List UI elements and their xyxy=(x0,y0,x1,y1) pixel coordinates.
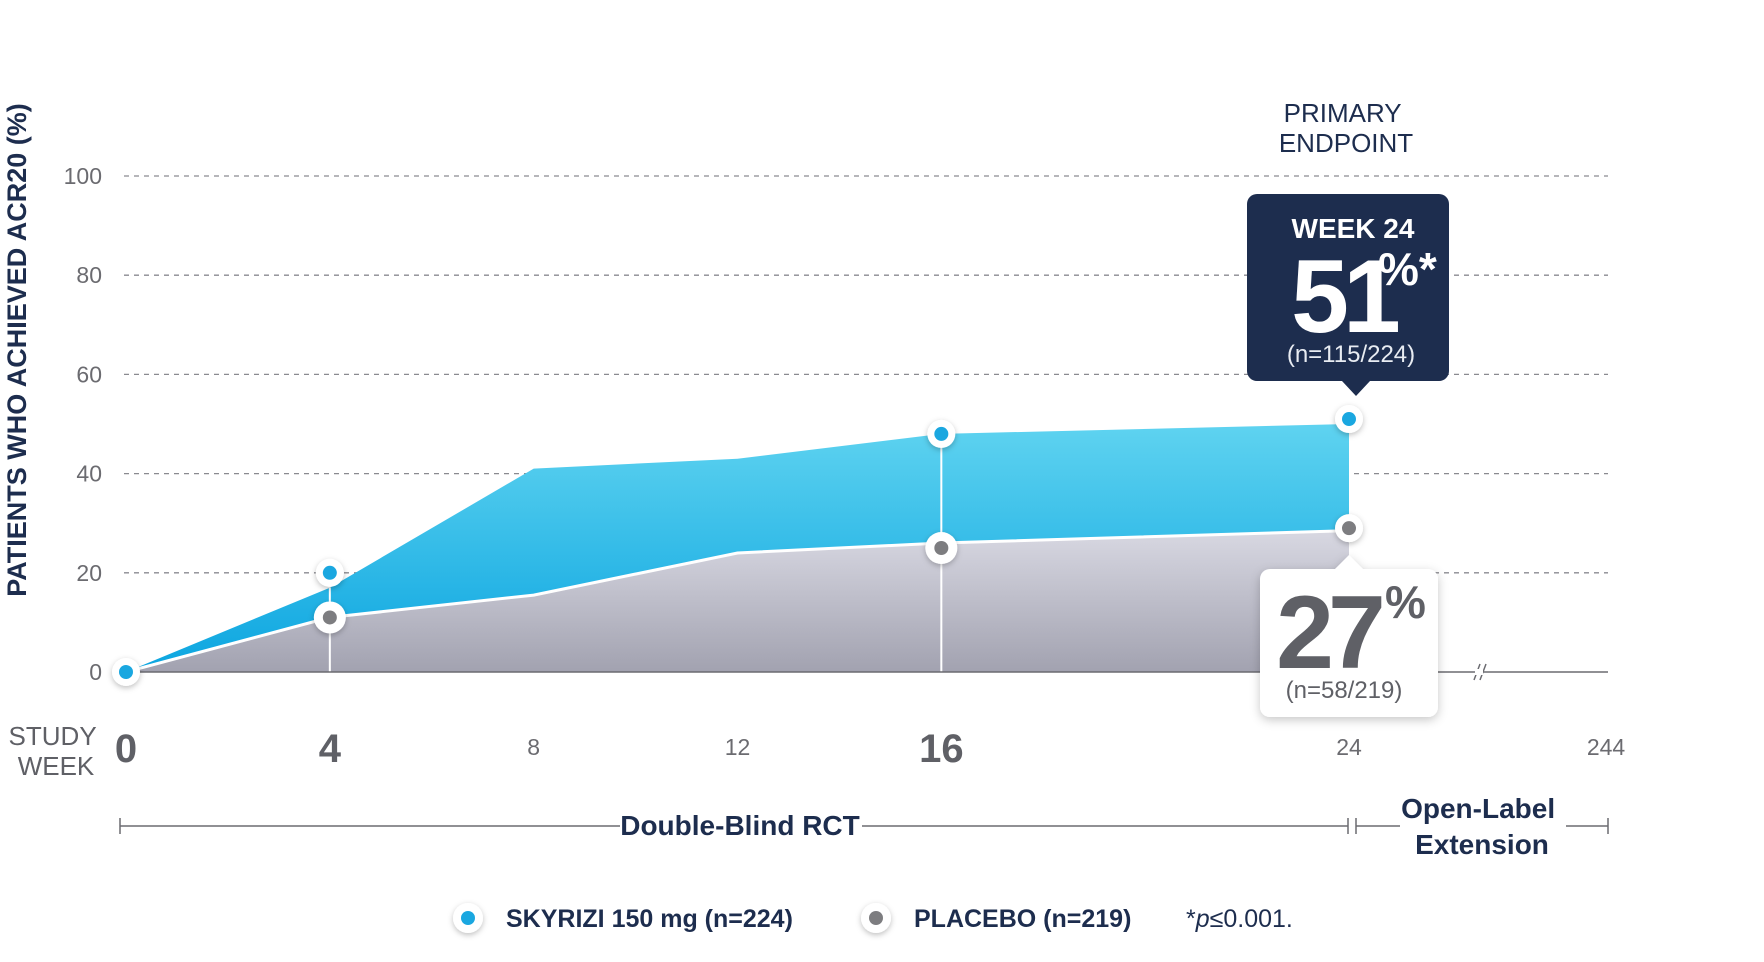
skyrizi-marker-week-16 xyxy=(934,426,949,441)
x-axis-label: STUDY WEEK xyxy=(9,721,104,781)
line-placebo-edge xyxy=(125,529,1350,674)
placebo-callout-suffix: % xyxy=(1385,576,1426,628)
skyrizi-callout-suffix: %* xyxy=(1378,243,1437,295)
legend-dot-placebo xyxy=(869,911,883,925)
placebo-marker-week-4 xyxy=(322,610,337,625)
y-tick-0: 0 xyxy=(89,659,102,685)
legend: SKYRIZI 150 mg (n=224) PLACEBO (n=219) *… xyxy=(453,903,1293,933)
placebo-marker-week-16 xyxy=(934,541,949,555)
x-tick-0: 0 xyxy=(115,727,137,771)
phase-double-blind: Double-Blind RCT xyxy=(620,810,860,841)
x-tick-4: 4 xyxy=(319,727,342,771)
placebo-callout: 27 % (n=58/219) xyxy=(1260,555,1438,717)
y-tick-80: 80 xyxy=(76,262,102,288)
legend-item-placebo: PLACEBO (n=219) xyxy=(861,903,1131,933)
y-axis-label: PATIENTS WHO ACHIEVED ACR20 (%) xyxy=(2,103,32,597)
y-axis-ticks: 0 20 40 60 80 100 xyxy=(64,163,102,685)
x-tick-244: 244 xyxy=(1587,734,1626,760)
skyrizi-callout: WEEK 24 51 %* (n=115/224) xyxy=(1247,194,1449,396)
skyrizi-callout-week: WEEK 24 xyxy=(1292,213,1415,244)
skyrizi-callout-n: (n=115/224) xyxy=(1287,341,1415,368)
area-placebo xyxy=(126,530,1349,672)
x-tick-8: 8 xyxy=(527,734,540,760)
x-tick-12: 12 xyxy=(725,734,751,760)
skyrizi-callout-value: 51 xyxy=(1291,239,1398,355)
y-tick-60: 60 xyxy=(76,361,102,387)
plot-areas xyxy=(125,424,1350,674)
placebo-marker-week-24 xyxy=(1342,521,1356,536)
skyrizi-callout-box xyxy=(1247,194,1449,396)
skyrizi-marker-week-4 xyxy=(322,565,337,580)
y-tick-20: 20 xyxy=(76,560,102,586)
x-tick-16: 16 xyxy=(919,727,964,771)
skyrizi-marker-week-0 xyxy=(119,665,133,679)
axis-break-gap xyxy=(1475,669,1483,675)
skyrizi-marker-week-24 xyxy=(1342,412,1356,427)
y-tick-100: 100 xyxy=(64,163,102,189)
footnote: *p≤0.001. xyxy=(1186,905,1293,933)
legend-dot-skyrizi xyxy=(461,911,475,925)
x-tick-24: 24 xyxy=(1336,734,1362,760)
phase-open-label: Open-Label Extension xyxy=(1401,793,1563,860)
x-axis-ticks: 0 4 8 12 16 24 244 xyxy=(115,727,1626,771)
data-markers xyxy=(112,405,1363,686)
placebo-callout-box xyxy=(1260,555,1438,717)
y-tick-40: 40 xyxy=(76,461,102,487)
legend-label-placebo: PLACEBO (n=219) xyxy=(914,905,1131,933)
placebo-callout-n: (n=58/219) xyxy=(1286,677,1403,704)
legend-label-skyrizi: SKYRIZI 150 mg (n=224) xyxy=(506,905,793,933)
placebo-callout-value: 27 xyxy=(1276,575,1382,691)
phase-brackets xyxy=(119,818,1609,834)
legend-item-skyrizi: SKYRIZI 150 mg (n=224) xyxy=(453,903,793,933)
primary-endpoint-label: PRIMARY ENDPOINT xyxy=(1279,98,1413,158)
